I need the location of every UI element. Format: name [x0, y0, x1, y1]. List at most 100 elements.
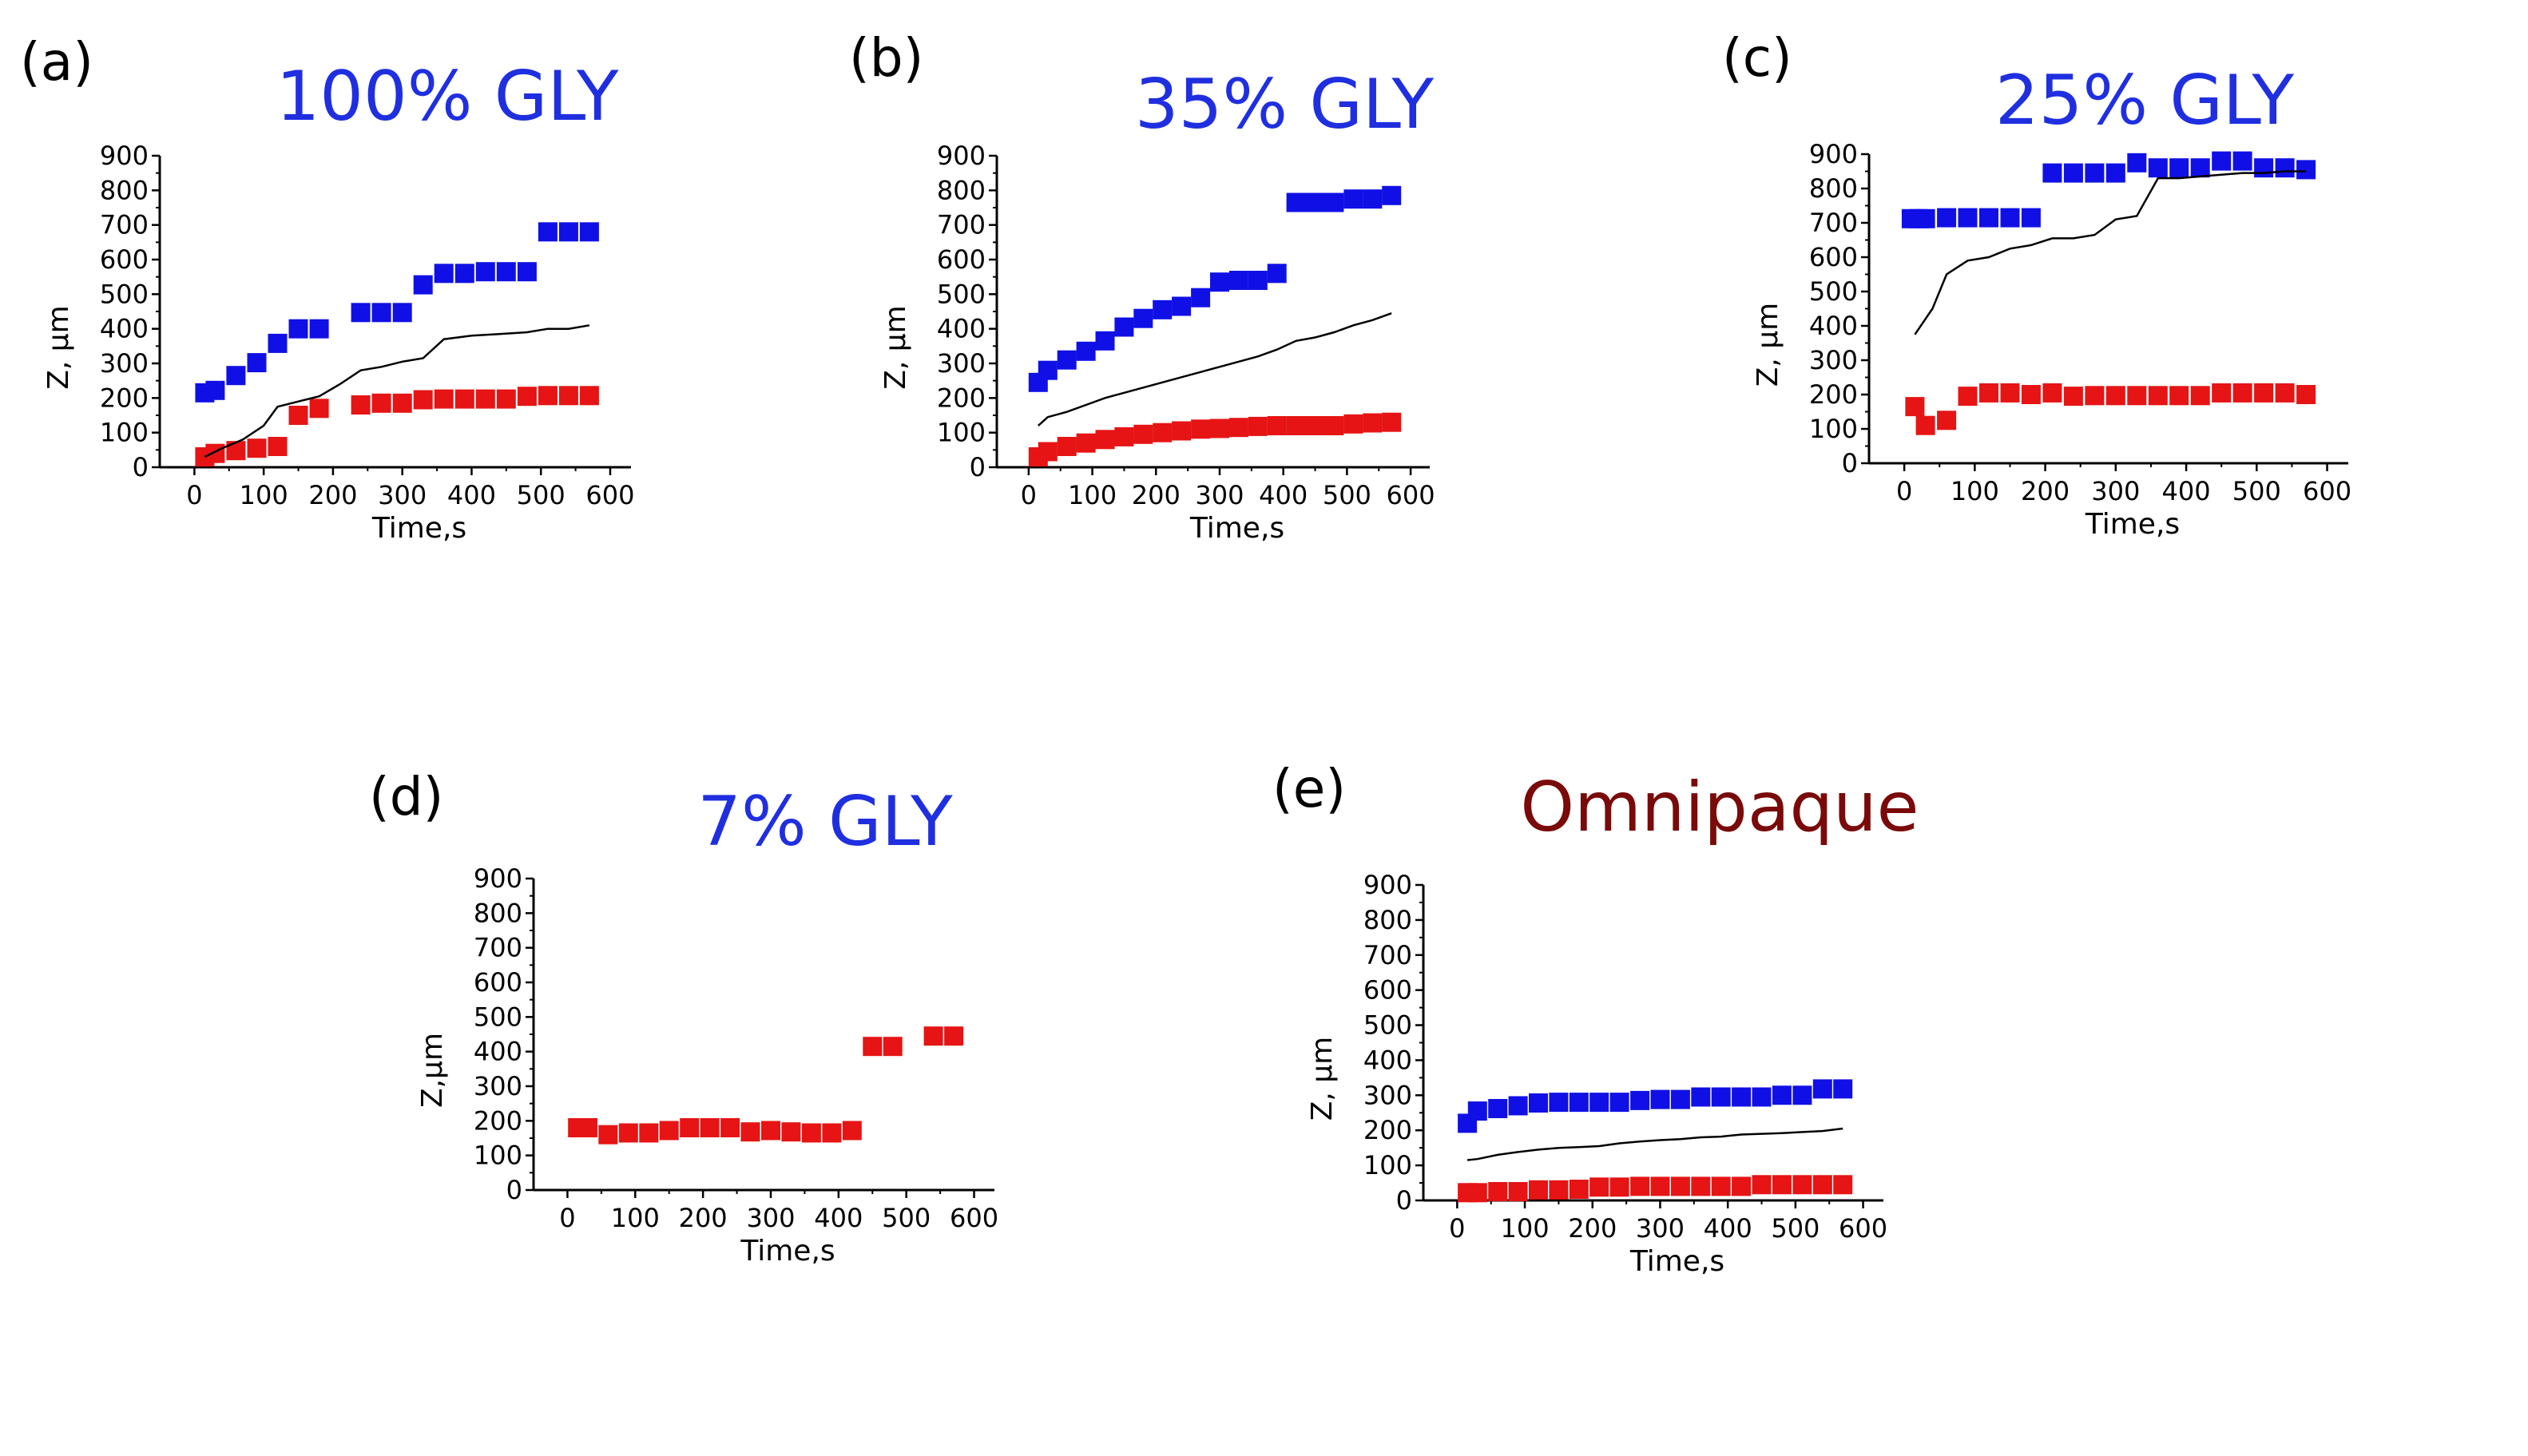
data-point-lower	[351, 395, 371, 415]
data-point-upper	[1691, 1087, 1711, 1107]
data-point-lower	[1095, 430, 1115, 450]
data-point-upper	[2021, 208, 2041, 228]
data-point-upper	[1267, 264, 1287, 284]
data-point-lower	[923, 1026, 943, 1046]
series-line-mean	[1914, 170, 2307, 335]
data-point-lower	[2296, 385, 2316, 404]
series-lower	[1905, 383, 2316, 435]
data-point-upper	[1076, 341, 1096, 361]
data-point-lower	[1114, 426, 1134, 446]
y-tick-label: 400	[937, 314, 986, 344]
x-tick-label: 0	[1449, 1213, 1465, 1244]
data-point-lower	[1905, 397, 1925, 417]
data-point-upper	[2105, 163, 2125, 183]
data-point-upper	[1833, 1079, 1853, 1099]
data-point-upper	[1133, 308, 1153, 328]
y-tick-label: 200	[937, 383, 986, 413]
data-point-lower	[309, 399, 329, 419]
data-point-upper	[2254, 158, 2274, 178]
data-point-lower	[781, 1122, 801, 1142]
data-point-upper	[1153, 300, 1173, 319]
data-point-upper	[1343, 189, 1363, 209]
data-point-upper	[454, 264, 474, 284]
data-point-lower	[1670, 1176, 1690, 1196]
data-point-lower	[475, 389, 495, 409]
data-point-lower	[1057, 437, 1077, 456]
data-point-upper	[1752, 1087, 1772, 1107]
data-point-lower	[2254, 383, 2274, 403]
data-point-upper	[558, 222, 578, 242]
data-point-lower	[1191, 419, 1211, 439]
y-tick-label: 200	[100, 383, 149, 413]
data-point-lower	[2190, 386, 2210, 406]
data-point-lower	[1630, 1176, 1650, 1196]
data-point-lower	[2042, 383, 2062, 403]
data-point-upper	[1057, 350, 1077, 370]
y-axis-label: Z, µm	[1752, 303, 1784, 387]
data-point-lower	[538, 386, 558, 406]
y-tick-label: 500	[1363, 1010, 1412, 1041]
y-tick-label: 600	[100, 244, 149, 275]
chart-panel-4: (e) Omnipaque 0 100 200 300 400 500 600 700 800 900…	[1272, 758, 1919, 1278]
y-tick-label: 200	[474, 1105, 522, 1136]
data-point-upper	[2042, 163, 2062, 183]
data-point-upper	[1248, 271, 1268, 290]
y-tick-label: 400	[100, 314, 149, 344]
data-point-upper	[1979, 208, 1998, 228]
data-point-lower	[1076, 433, 1096, 453]
data-point-upper	[1609, 1093, 1629, 1113]
data-point-upper	[1812, 1079, 1832, 1099]
data-point-lower	[883, 1037, 903, 1057]
data-point-upper	[1650, 1089, 1670, 1109]
x-tick-label: 100	[240, 480, 288, 510]
data-point-upper	[2169, 158, 2189, 178]
data-point-upper	[1529, 1093, 1548, 1113]
data-point-lower	[392, 393, 412, 413]
y-axis-label: Z,µm	[416, 1033, 449, 1108]
data-point-upper	[1772, 1085, 1792, 1105]
data-point-lower	[1792, 1175, 1812, 1195]
data-point-upper	[1915, 208, 1935, 228]
data-point-upper	[1711, 1087, 1731, 1107]
data-point-upper	[2127, 153, 2147, 173]
x-tick-label: 400	[2162, 476, 2211, 506]
data-point-lower	[1937, 411, 1957, 430]
panel-letter: (a)	[20, 31, 93, 93]
data-point-upper	[1114, 317, 1134, 337]
data-point-lower	[454, 389, 474, 409]
data-point-lower	[2275, 383, 2295, 403]
data-point-upper	[579, 222, 599, 242]
y-tick-label: 900	[474, 863, 522, 894]
y-tick-label: 800	[1809, 173, 1858, 204]
data-point-upper	[1210, 272, 1229, 292]
series-lower	[568, 1026, 964, 1145]
data-point-lower	[1691, 1176, 1711, 1196]
y-tick-label: 300	[100, 348, 149, 379]
data-point-lower	[226, 441, 246, 461]
data-point-lower	[761, 1121, 780, 1141]
y-tick-label: 200	[1363, 1115, 1412, 1145]
data-point-upper	[2000, 208, 2020, 228]
panel-letter: (d)	[369, 766, 443, 827]
data-point-upper	[351, 303, 371, 323]
data-point-upper	[1937, 208, 1957, 228]
data-point-lower	[268, 437, 288, 456]
data-point-lower	[2021, 385, 2041, 404]
data-point-lower	[1382, 412, 1402, 432]
panel-letter: (e)	[1272, 758, 1346, 819]
data-point-upper	[1732, 1087, 1752, 1107]
x-tick-label: 400	[447, 480, 496, 510]
data-point-upper	[434, 264, 454, 284]
y-tick-label: 300	[1809, 345, 1858, 375]
data-point-lower	[659, 1121, 679, 1141]
series-upper	[1458, 1079, 1853, 1133]
data-point-upper	[1363, 189, 1383, 209]
data-point-lower	[1267, 416, 1287, 435]
x-tick-label: 600	[950, 1203, 998, 1233]
data-point-upper	[1630, 1090, 1650, 1110]
data-point-lower	[413, 390, 433, 410]
data-point-upper	[1191, 288, 1211, 307]
series-lower	[195, 386, 599, 466]
y-tick-label: 700	[1809, 208, 1858, 238]
